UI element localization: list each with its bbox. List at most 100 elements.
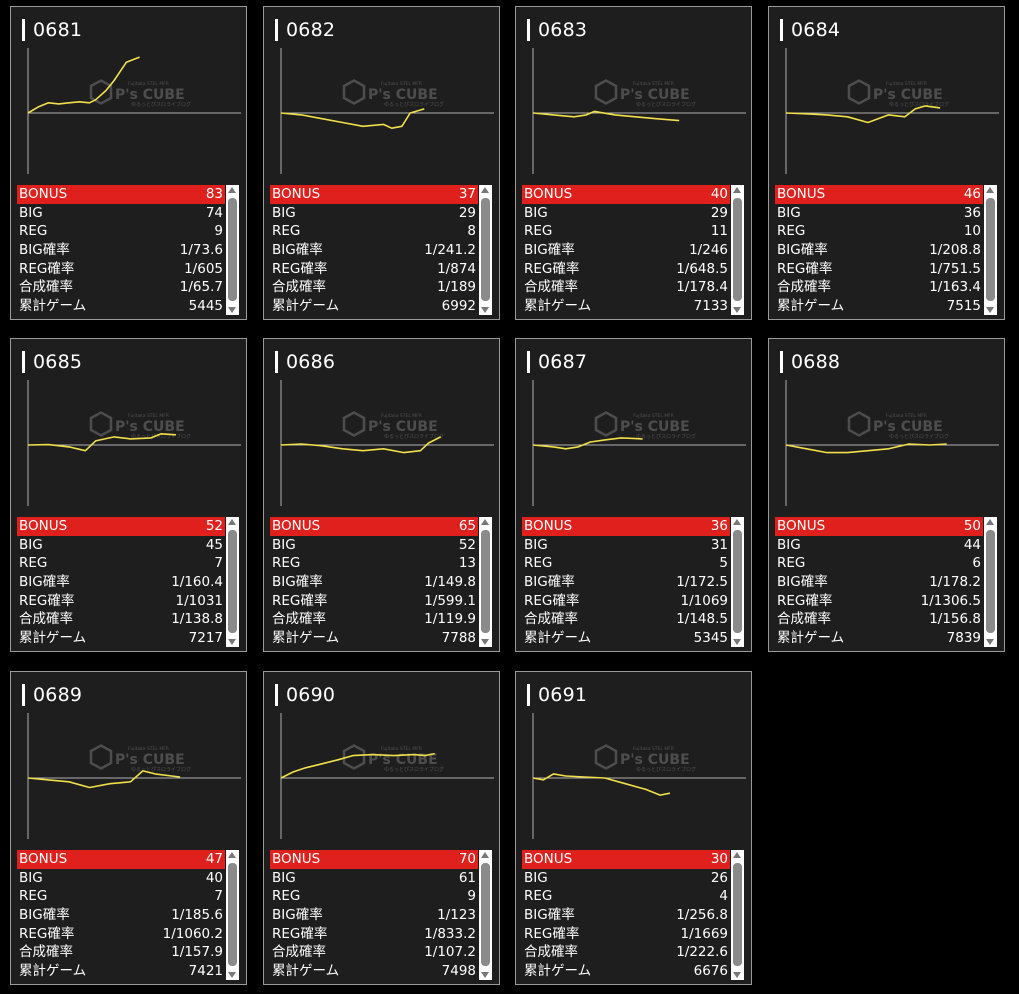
scroll-up-arrow-icon[interactable] — [228, 519, 236, 525]
stat-value: 74 — [205, 204, 223, 221]
stats-scrollbar[interactable] — [479, 185, 492, 315]
scroll-down-arrow-icon[interactable] — [986, 307, 994, 313]
scrollbar-thumb[interactable] — [733, 530, 742, 633]
scroll-down-arrow-icon[interactable] — [986, 639, 994, 645]
stats-scrollbar[interactable] — [731, 185, 744, 315]
title-marker — [527, 684, 530, 706]
watermark-top: Fujitaka STEL MFR — [381, 413, 422, 419]
machine-card[interactable]: 0687 P's CUBE Fujitaka STEL MFR ゆるっとぴスロライブロ… — [515, 338, 752, 652]
stat-label: REG確率 — [524, 260, 580, 277]
scroll-down-arrow-icon[interactable] — [733, 639, 741, 645]
stat-label: BONUS — [524, 518, 573, 534]
machine-card[interactable]: 0690 P's CUBE Fujitaka STEL MFR ゆるっとぴスロライブロ… — [263, 671, 500, 985]
scrollbar-thumb[interactable] — [733, 198, 742, 301]
stat-value: 9 — [214, 223, 223, 240]
title-marker — [527, 19, 530, 41]
scroll-down-arrow-icon[interactable] — [228, 639, 236, 645]
watermark-sub: ゆるっとぴスロライブログ — [384, 433, 444, 440]
scrollbar-thumb[interactable] — [228, 863, 237, 966]
scrollbar-thumb[interactable] — [228, 530, 237, 633]
stats-scrollbar[interactable] — [226, 517, 239, 647]
stat-label: REG — [272, 555, 301, 572]
stats-scrollbar[interactable] — [731, 850, 744, 980]
scrollbar-thumb[interactable] — [481, 198, 490, 301]
machine-card[interactable]: 0682 P's CUBE Fujitaka STEL MFR ゆるっとぴスロライブロ… — [263, 6, 500, 320]
stat-label: 合成確率 — [272, 279, 326, 296]
machine-card[interactable]: 0691 P's CUBE Fujitaka STEL MFR ゆるっとぴスロライブロ… — [515, 671, 752, 985]
stat-value: 1/138.8 — [171, 611, 223, 628]
scroll-up-arrow-icon[interactable] — [986, 187, 994, 193]
scroll-down-arrow-icon[interactable] — [481, 307, 489, 313]
scroll-down-arrow-icon[interactable] — [228, 307, 236, 313]
stat-value: 40 — [205, 869, 223, 886]
scroll-up-arrow-icon[interactable] — [228, 187, 236, 193]
stat-value: 7498 — [441, 963, 476, 980]
stats-scrollbar[interactable] — [984, 185, 997, 315]
stat-label: REG — [777, 555, 806, 572]
stats-scrollbar[interactable] — [226, 850, 239, 980]
machine-card[interactable]: 0689 P's CUBE Fujitaka STEL MFR ゆるっとぴスロライブロ… — [10, 671, 247, 985]
big-rate-row: BIG確率 1/208.8 — [775, 241, 983, 260]
scrollbar-thumb[interactable] — [986, 530, 995, 633]
big-rate-row: BIG確率 1/149.8 — [270, 573, 478, 592]
machine-title: 0685 — [22, 351, 82, 373]
title-marker — [275, 351, 278, 373]
scrollbar-thumb[interactable] — [986, 198, 995, 301]
stats-scrollbar[interactable] — [479, 850, 492, 980]
bonus-row: BONUS 65 — [270, 517, 478, 536]
total-games-row: 累計ゲーム 7515 — [775, 297, 983, 316]
machine-card[interactable]: 0686 P's CUBE Fujitaka STEL MFR ゆるっとぴスロライブロ… — [263, 338, 500, 652]
watermark-brand: P's CUBE — [620, 419, 690, 435]
scroll-up-arrow-icon[interactable] — [481, 187, 489, 193]
scroll-down-arrow-icon[interactable] — [733, 307, 741, 313]
total-games-row: 累計ゲーム 5445 — [17, 297, 225, 316]
scroll-down-arrow-icon[interactable] — [481, 639, 489, 645]
stat-label: REG確率 — [524, 925, 580, 942]
watermark-sub: ゆるっとぴスロライブログ — [384, 766, 444, 773]
scroll-up-arrow-icon[interactable] — [733, 852, 741, 858]
stat-label: BIG確率 — [777, 242, 828, 259]
scroll-up-arrow-icon[interactable] — [481, 519, 489, 525]
machine-card[interactable]: 0688 P's CUBE Fujitaka STEL MFR ゆるっとぴスロライブロ… — [768, 338, 1005, 652]
title-marker — [22, 351, 25, 373]
big-row: BIG 45 — [17, 536, 225, 555]
machine-card[interactable]: 0685 P's CUBE Fujitaka STEL MFR ゆるっとぴスロライブロ… — [10, 338, 247, 652]
reg-row: REG 11 — [522, 222, 730, 241]
stats-scrollbar[interactable] — [731, 517, 744, 647]
machine-card[interactable]: 0684 P's CUBE Fujitaka STEL MFR ゆるっとぴスロライブロ… — [768, 6, 1005, 320]
machine-card[interactable]: 0683 P's CUBE Fujitaka STEL MFR ゆるっとぴスロライブロ… — [515, 6, 752, 320]
watermark-top: Fujitaka STEL MFR — [128, 81, 169, 87]
machine-title: 0686 — [275, 351, 335, 373]
scroll-up-arrow-icon[interactable] — [733, 187, 741, 193]
stats-scrollbar[interactable] — [984, 517, 997, 647]
stats-table: BONUS 30 BIG 26 REG 4 BIG確率 1/256.8 REG確率 1/1669 合… — [522, 850, 730, 981]
cube-icon — [342, 411, 366, 437]
stats-scrollbar[interactable] — [479, 517, 492, 647]
scrollbar-thumb[interactable] — [481, 530, 490, 633]
stats-scrollbar[interactable] — [226, 185, 239, 315]
watermark-top: Fujitaka STEL MFR — [381, 81, 422, 87]
scroll-up-arrow-icon[interactable] — [228, 852, 236, 858]
stat-value: 47 — [205, 851, 223, 867]
scrollbar-thumb[interactable] — [481, 863, 490, 966]
watermark-top: Fujitaka STEL MFR — [633, 413, 674, 419]
scroll-up-arrow-icon[interactable] — [481, 852, 489, 858]
scroll-up-arrow-icon[interactable] — [986, 519, 994, 525]
stat-label: BIG確率 — [524, 574, 575, 591]
scroll-down-arrow-icon[interactable] — [733, 972, 741, 978]
stat-label: 合成確率 — [524, 279, 578, 296]
scroll-up-arrow-icon[interactable] — [733, 519, 741, 525]
scrollbar-thumb[interactable] — [733, 863, 742, 966]
stat-label: BONUS — [524, 851, 573, 867]
watermark-brand: P's CUBE — [368, 87, 438, 103]
scroll-down-arrow-icon[interactable] — [481, 972, 489, 978]
scrollbar-thumb[interactable] — [228, 198, 237, 301]
machine-card[interactable]: 0681 P's CUBE Fujitaka STEL MFR ゆるっとぴスロライブロ… — [10, 6, 247, 320]
stat-label: BIG確率 — [524, 242, 575, 259]
scroll-down-arrow-icon[interactable] — [228, 972, 236, 978]
stat-label: REG — [777, 223, 806, 240]
